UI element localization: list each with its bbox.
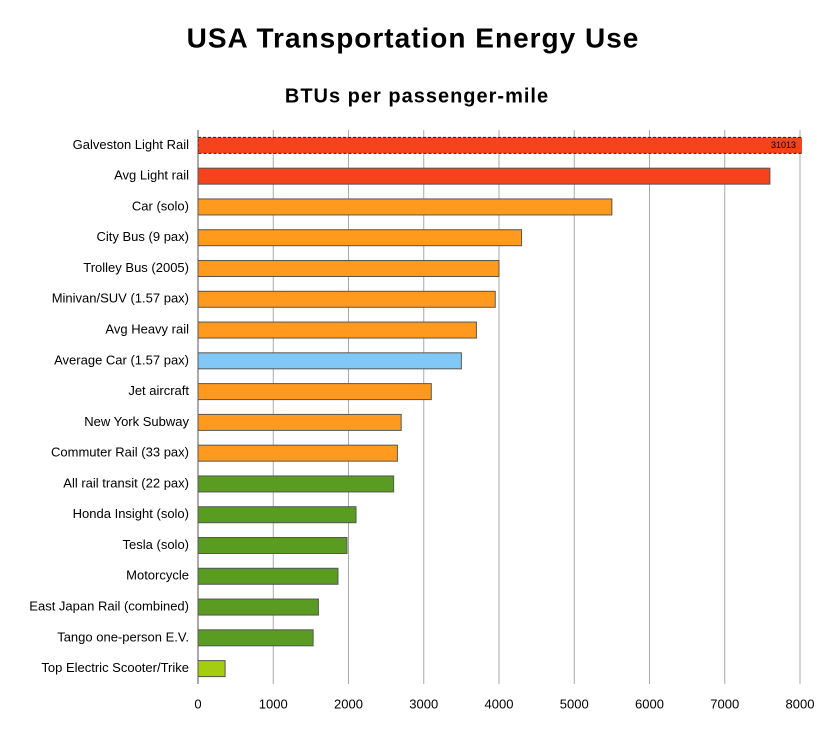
x-tick-label: 3000 <box>409 696 438 711</box>
bar <box>198 352 462 370</box>
bar <box>198 567 339 585</box>
y-tick-label: Top Electric Scooter/Trike <box>41 660 189 675</box>
x-tick-label: 7000 <box>710 696 739 711</box>
x-tick-label: 1000 <box>259 696 288 711</box>
bar <box>198 629 314 647</box>
y-tick-label: Tango one-person E.V. <box>57 629 189 644</box>
y-tick-label: Jet aircraft <box>128 383 189 398</box>
bar <box>198 290 496 308</box>
x-tick-label: 6000 <box>635 696 664 711</box>
bar <box>198 198 613 216</box>
bar <box>198 136 802 154</box>
y-tick-label: Honda Insight (solo) <box>73 506 189 521</box>
chart-title: USA Transportation Energy Use <box>187 22 640 53</box>
y-tick-label: Motorcycle <box>126 568 189 583</box>
bar <box>198 598 319 616</box>
x-tick-label: 0 <box>194 696 201 711</box>
bar <box>198 229 523 247</box>
y-tick-label: All rail transit (22 pax) <box>63 475 189 490</box>
bar <box>198 413 402 431</box>
y-tick-label: Galveston Light Rail <box>73 137 189 152</box>
bar <box>198 167 771 185</box>
y-tick-label: Average Car (1.57 pax) <box>54 352 189 367</box>
bar <box>198 660 226 678</box>
bar <box>198 475 395 493</box>
bar <box>198 321 477 339</box>
y-tick-label: Tesla (solo) <box>123 537 189 552</box>
y-tick-label: Car (solo) <box>132 198 189 213</box>
x-tick-label: 2000 <box>334 696 363 711</box>
bar <box>198 444 398 462</box>
y-tick-label: Minivan/SUV (1.57 pax) <box>52 291 189 306</box>
bar <box>198 537 348 554</box>
x-tick-label: 8000 <box>786 696 815 711</box>
x-tick-label: 4000 <box>485 696 514 711</box>
y-tick-label: City Bus (9 pax) <box>97 229 189 244</box>
y-tick-label: Commuter Rail (33 pax) <box>51 445 189 460</box>
bar <box>198 260 500 277</box>
y-tick-label: Trolley Bus (2005) <box>83 260 189 275</box>
x-tick-label: 5000 <box>560 696 589 711</box>
bar <box>198 383 432 401</box>
y-tick-label: East Japan Rail (combined) <box>29 598 189 613</box>
data-label: 31013 <box>771 140 796 150</box>
y-tick-label: New York Subway <box>84 414 189 429</box>
y-tick-label: Avg Heavy rail <box>105 321 189 336</box>
chart-subtitle: BTUs per passenger-mile <box>285 85 549 107</box>
bar <box>198 506 357 524</box>
y-tick-label: Avg Light rail <box>114 168 189 183</box>
